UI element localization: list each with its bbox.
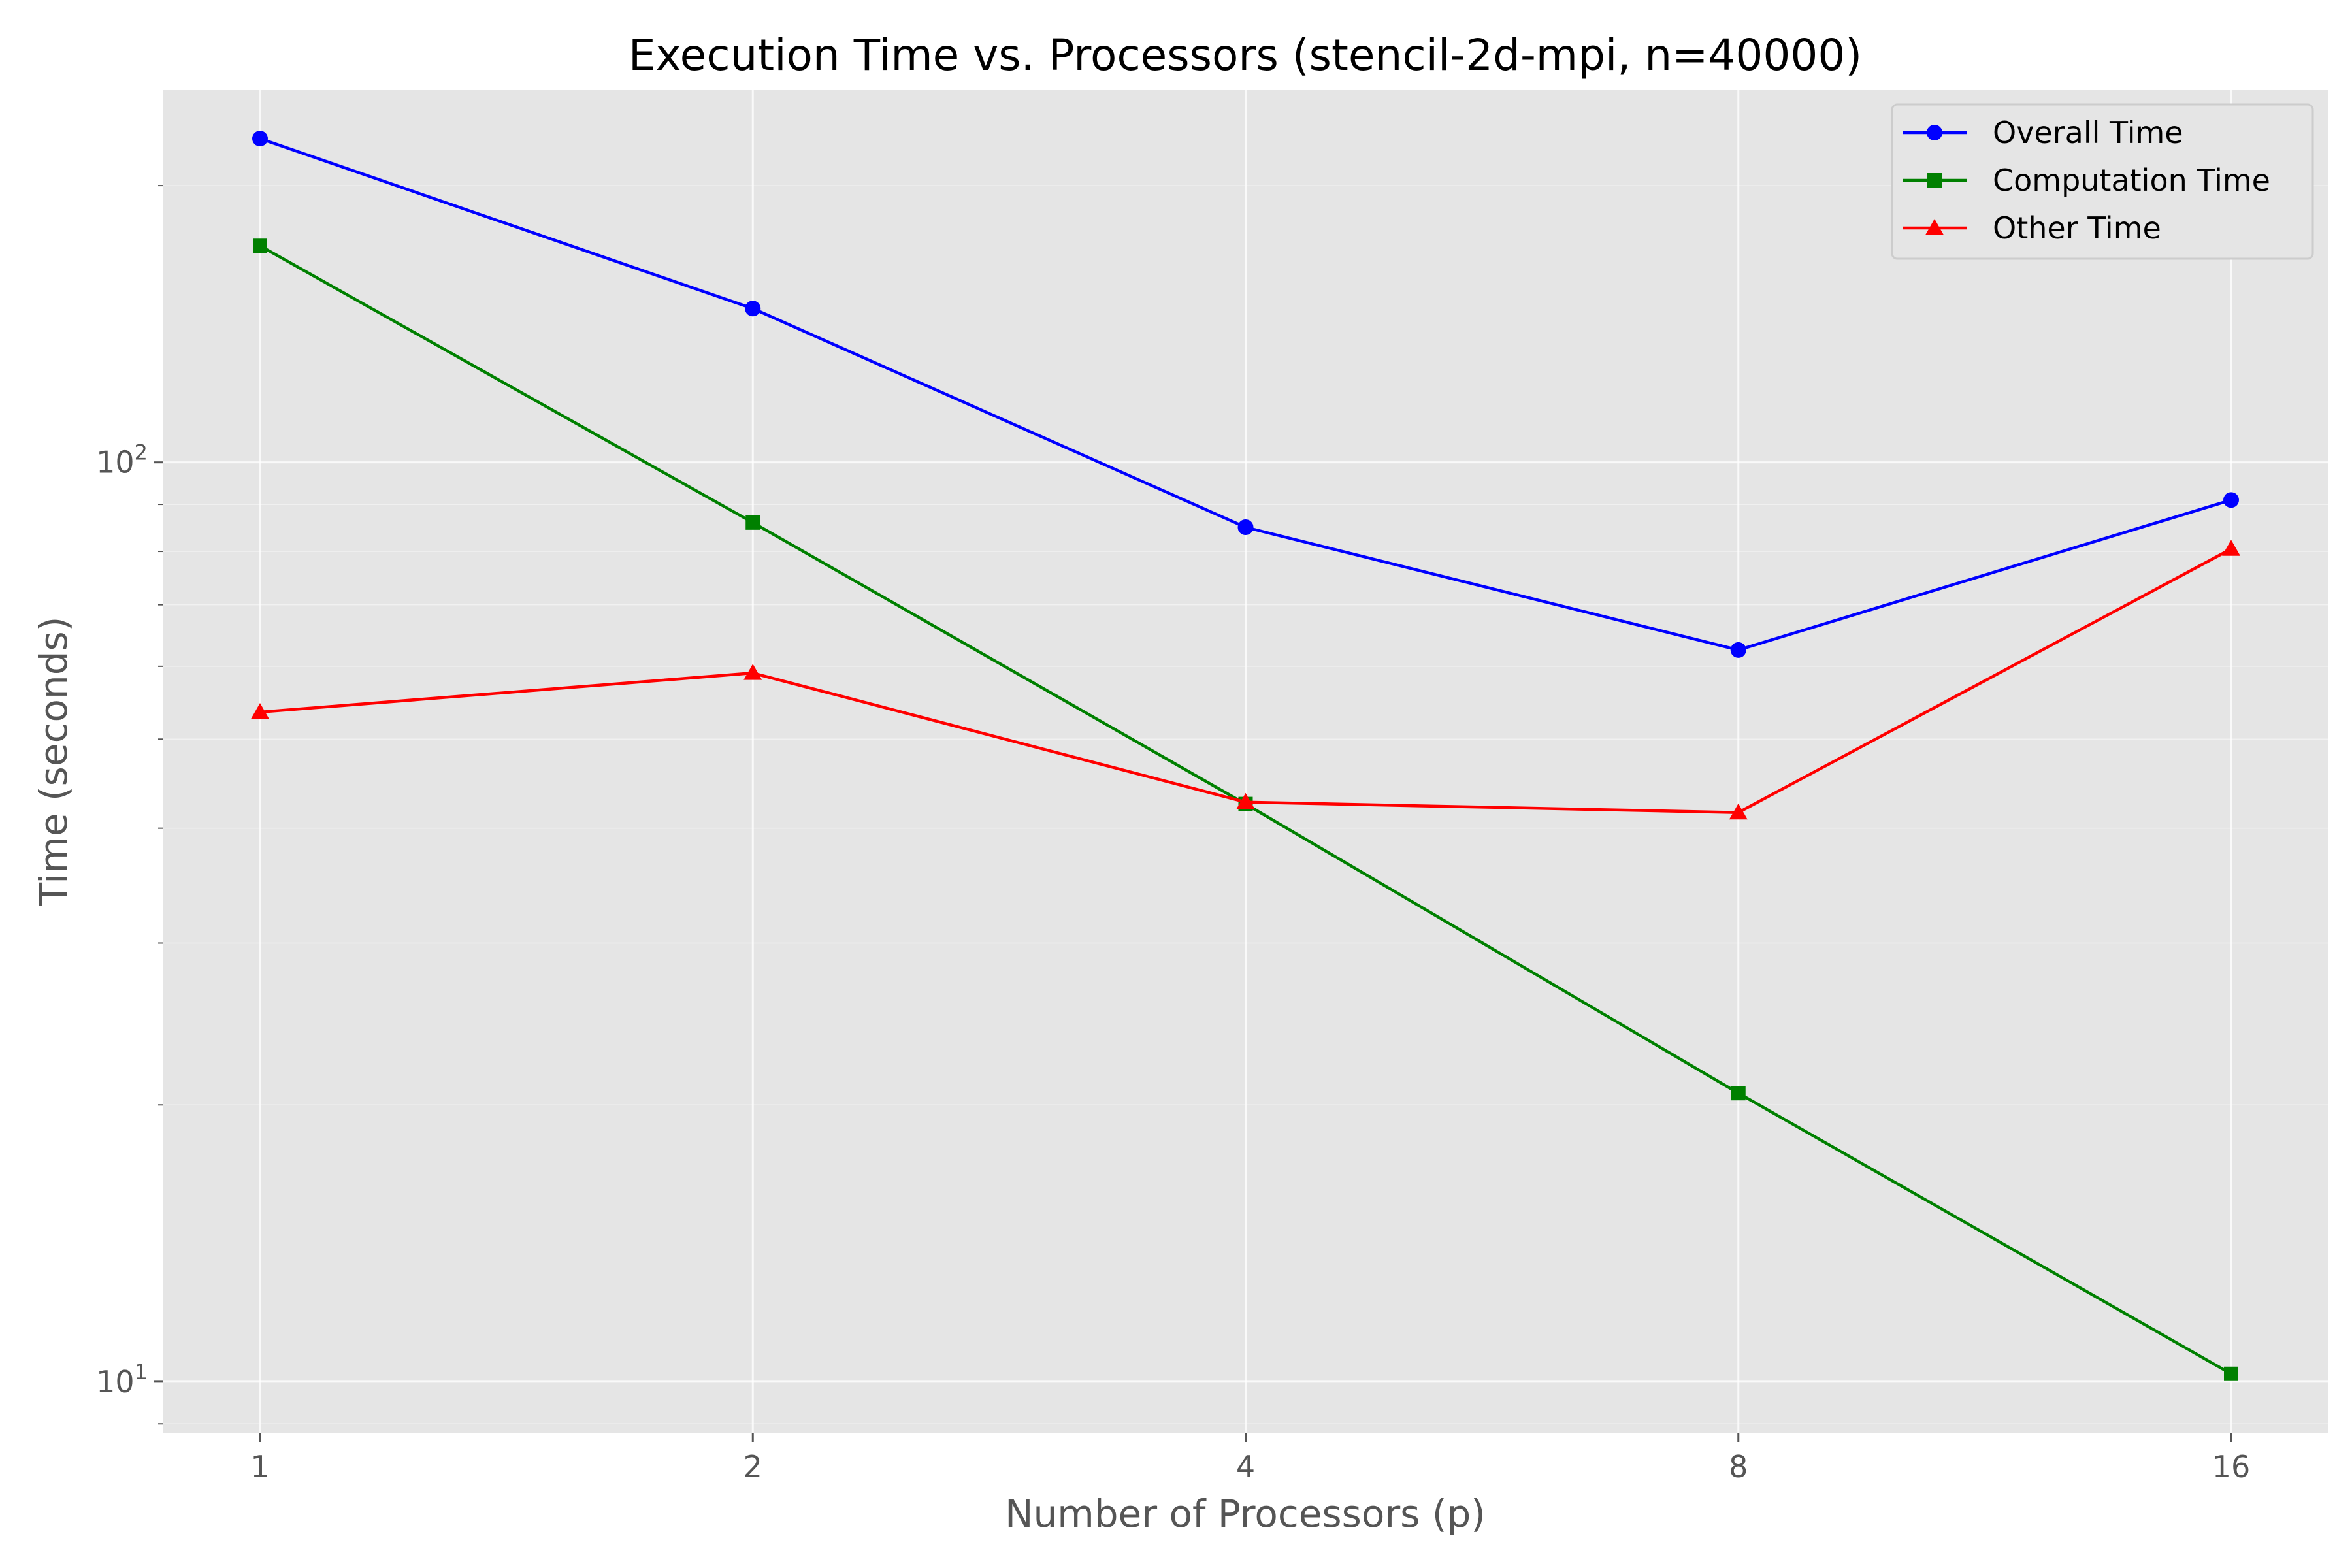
legend-box bbox=[1891, 103, 2314, 260]
legend-marker bbox=[1927, 125, 1942, 140]
computation-time-point bbox=[253, 238, 267, 253]
x-tick-label: 2 bbox=[743, 1449, 762, 1484]
legend-item-overall-time: Overall Time bbox=[1903, 115, 2183, 150]
grid-lines bbox=[163, 90, 2328, 1433]
x-axis-label: Number of Processors (p) bbox=[1005, 1492, 1486, 1536]
overall-time-point bbox=[2223, 492, 2239, 508]
legend-label: Other Time bbox=[1993, 210, 2161, 246]
series-lines bbox=[251, 131, 2240, 1381]
other-time-point bbox=[2222, 540, 2240, 556]
y-axis-label: Time (seconds) bbox=[31, 617, 76, 907]
legend: Overall Time Computation Time Other Time bbox=[1891, 103, 2314, 260]
overall-time-point bbox=[745, 301, 761, 317]
other-time-point bbox=[251, 702, 269, 719]
computation-time-point bbox=[745, 515, 760, 530]
x-tick-label: 4 bbox=[1236, 1449, 1255, 1484]
other-time-point bbox=[1729, 803, 1748, 820]
legend-marker bbox=[1927, 173, 1942, 188]
legend-label: Overall Time bbox=[1993, 115, 2183, 150]
overall-time-point bbox=[252, 131, 268, 147]
chart-title: Execution Time vs. Processors (stencil-2… bbox=[629, 30, 1862, 80]
x-tick-label: 8 bbox=[1729, 1449, 1748, 1484]
x-axis-ticks: 1 2 4 8 16 bbox=[250, 1433, 2250, 1484]
computation-time-point bbox=[2224, 1366, 2238, 1381]
legend-marker bbox=[1925, 219, 1944, 235]
x-tick-label: 16 bbox=[2212, 1449, 2251, 1484]
other-time-point bbox=[743, 664, 762, 680]
legend-item-computation-time: Computation Time bbox=[1903, 163, 2270, 198]
overall-time-point bbox=[1730, 642, 1746, 658]
legend-label: Computation Time bbox=[1993, 163, 2270, 198]
computation-time-point bbox=[1731, 1086, 1746, 1101]
overall-time-series bbox=[252, 131, 2239, 658]
legend-item-other-time: Other Time bbox=[1903, 210, 2161, 246]
y-axis-ticks: 101 102 bbox=[96, 185, 163, 1425]
overall-time-point bbox=[1237, 519, 1254, 536]
x-tick-label: 1 bbox=[250, 1449, 269, 1484]
y-tick-label: 101 bbox=[96, 1360, 148, 1399]
y-tick-label: 102 bbox=[96, 440, 148, 480]
other-time-series bbox=[251, 540, 2240, 820]
other-time-point bbox=[1236, 792, 1255, 809]
